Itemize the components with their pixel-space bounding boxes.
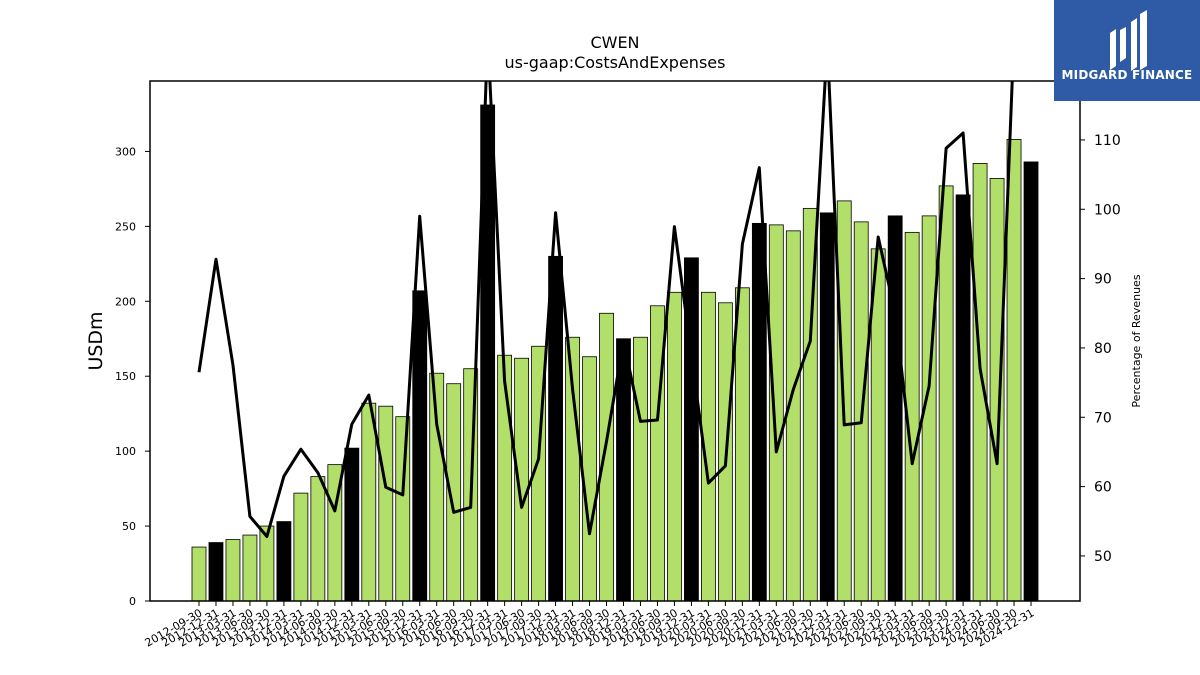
bar <box>734 287 750 602</box>
bar <box>412 290 428 602</box>
plot-frame <box>149 80 1081 602</box>
y2-tick-label: 50 <box>1094 549 1112 565</box>
y-axis-right: 50 60 70 80 90 100 110 <box>1080 133 1121 565</box>
midgard-finance-logo: MIDGARD FINANCE <box>1054 0 1200 101</box>
y-tick-label: 150 <box>115 370 136 383</box>
y-axis-left: 0 50 100 150 200 250 300 <box>115 145 150 608</box>
bar <box>751 222 767 602</box>
bar <box>242 534 258 602</box>
bar <box>633 336 648 602</box>
y-tick-label: 200 <box>115 295 136 308</box>
chart-subtitle: us-gaap:CostsAndExpenses <box>505 53 726 72</box>
bar <box>225 539 241 602</box>
bar <box>361 402 377 602</box>
y2-tick-label: 80 <box>1094 341 1112 357</box>
bar <box>395 416 411 602</box>
bar <box>955 194 971 602</box>
series-line <box>197 81 1014 538</box>
bar <box>667 291 682 602</box>
y-tick-label: 300 <box>115 145 136 158</box>
bar <box>582 356 597 602</box>
bar <box>208 542 224 602</box>
bar <box>1006 139 1022 602</box>
bar <box>819 212 835 602</box>
bar <box>1023 161 1039 602</box>
y-tick-label: 100 <box>115 445 136 458</box>
bar <box>972 163 988 602</box>
logo-text: MIDGARD FINANCE <box>1061 68 1193 82</box>
midgard-logo-icon <box>1110 10 1147 71</box>
chart-title: CWEN <box>590 33 639 52</box>
y2-tick-label: 100 <box>1094 202 1121 218</box>
y2-tick-label: 60 <box>1094 480 1112 496</box>
bar <box>310 476 326 602</box>
x-axis: 2012-09-302012-12-312013-03-312013-06-30… <box>143 601 1037 650</box>
bar <box>191 546 207 602</box>
y-tick-label: 0 <box>129 595 136 608</box>
bar <box>785 230 801 602</box>
y-axis-label: USDm <box>85 311 107 370</box>
bar <box>276 521 292 602</box>
y2-tick-label: 70 <box>1094 410 1112 426</box>
y-tick-label: 50 <box>122 520 136 533</box>
bar <box>887 215 903 602</box>
y2-tick-label: 110 <box>1094 133 1121 149</box>
bar <box>378 405 394 602</box>
bar <box>989 178 1005 602</box>
bar <box>344 447 360 602</box>
bar <box>938 185 954 602</box>
bar <box>599 312 614 602</box>
bar <box>293 492 309 602</box>
y2-tick-label: 90 <box>1094 272 1112 288</box>
y-tick-label: 250 <box>115 220 136 233</box>
bar <box>548 255 563 602</box>
y2-axis-label: Percentage of Revenues <box>1130 274 1143 407</box>
bar <box>768 224 784 602</box>
bars-layer <box>191 104 1039 602</box>
line-layer <box>197 81 1014 538</box>
